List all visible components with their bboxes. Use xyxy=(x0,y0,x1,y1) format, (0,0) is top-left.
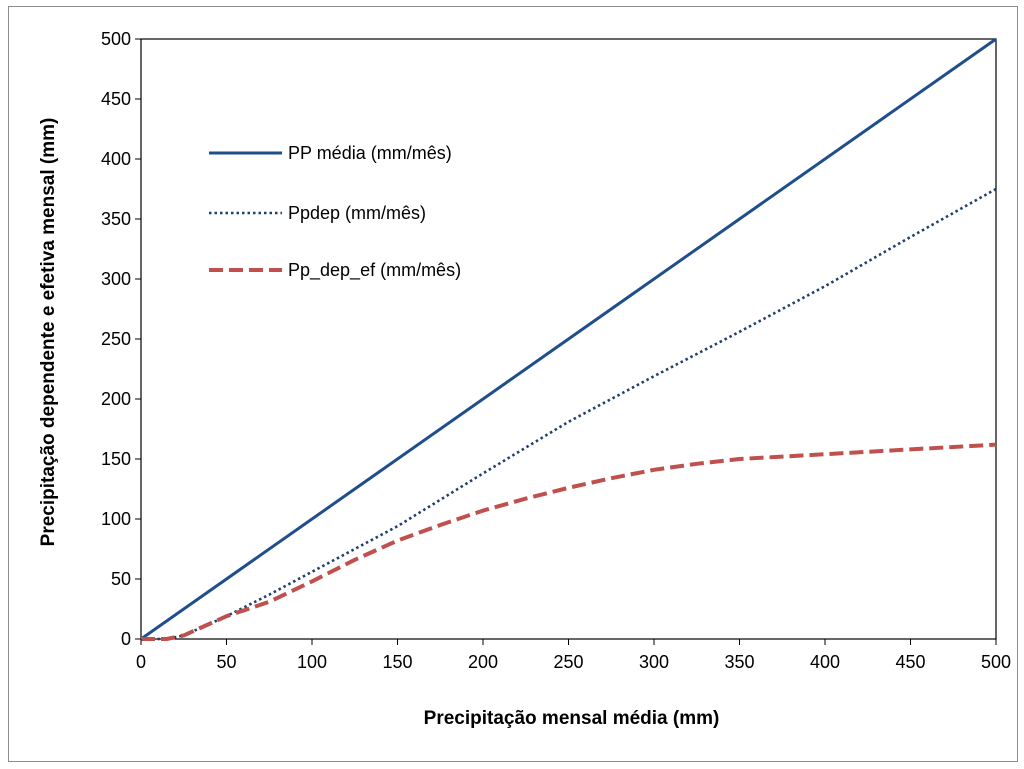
y-tick-label: 250 xyxy=(101,329,131,349)
x-tick-label: 100 xyxy=(297,652,327,672)
y-tick-label: 200 xyxy=(101,389,131,409)
series-layer xyxy=(140,37,997,641)
y-tick-label: 350 xyxy=(101,209,131,229)
x-tick-label: 200 xyxy=(468,652,498,672)
y-tick-label: 50 xyxy=(111,569,131,589)
y-tick-label: 450 xyxy=(101,89,131,109)
y-axis-title: Precipitação dependente e efetiva mensal… xyxy=(38,118,59,547)
x-tick-label: 0 xyxy=(136,652,146,672)
y-axis-ticks: 0 50 100 150 200 250 300 350 400 450 500 xyxy=(101,29,141,649)
x-tick-label: 350 xyxy=(724,652,754,672)
y-tick-label: 500 xyxy=(101,29,131,49)
x-tick-label: 250 xyxy=(553,652,583,672)
x-axis-title: Precipitação mensal média (mm) xyxy=(424,708,720,729)
legend-label-1: Ppdep (mm/mês) xyxy=(288,203,426,223)
x-tick-label: 400 xyxy=(810,652,840,672)
chart-frame: 0 50 100 150 200 250 300 350 400 450 500 0 50 100 150… xyxy=(8,6,1018,762)
series-line-1 xyxy=(141,187,997,641)
y-tick-label: 100 xyxy=(101,509,131,529)
legend: PP média (mm/mês) Ppdep (mm/mês) Pp_dep_ef… xyxy=(209,143,461,281)
series-line-2 xyxy=(141,442,997,641)
x-axis-ticks: 0 50 100 150 200 250 300 350 400 450 500 xyxy=(136,639,1011,672)
x-tick-label: 50 xyxy=(216,652,236,672)
x-tick-label: 500 xyxy=(981,652,1011,672)
y-tick-label: 400 xyxy=(101,149,131,169)
x-tick-label: 300 xyxy=(639,652,669,672)
y-tick-label: 150 xyxy=(101,449,131,469)
legend-label-0: PP média (mm/mês) xyxy=(288,143,452,163)
y-tick-label: 300 xyxy=(101,269,131,289)
line-chart: 0 50 100 150 200 250 300 350 400 450 500 0 50 100 150… xyxy=(38,29,1011,729)
x-tick-label: 150 xyxy=(382,652,412,672)
x-tick-label: 450 xyxy=(895,652,925,672)
y-tick-label: 0 xyxy=(121,629,131,649)
series-line-0 xyxy=(140,37,997,641)
legend-label-2: Pp_dep_ef (mm/mês) xyxy=(288,260,461,281)
